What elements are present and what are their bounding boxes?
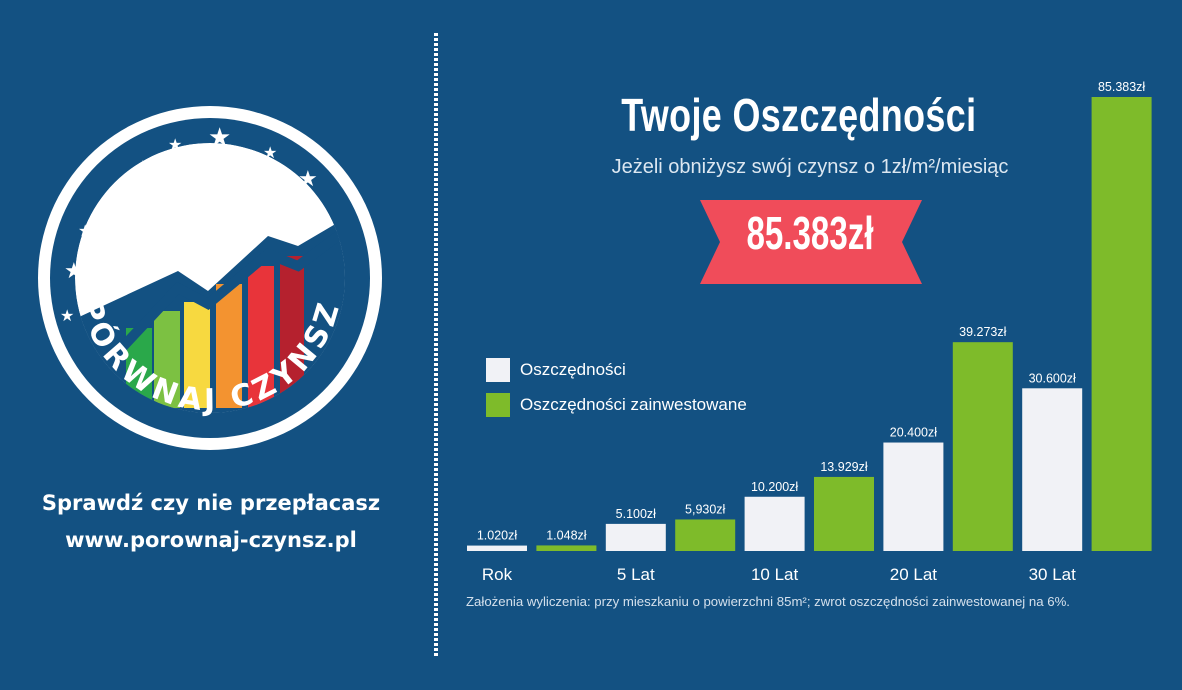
data-label: 85.383zł bbox=[1098, 80, 1145, 94]
bar-invested-4 bbox=[1091, 97, 1152, 551]
x-tick-label: 30 Lat bbox=[1029, 565, 1077, 584]
data-label: 5.100zł bbox=[616, 507, 657, 521]
bar-savings-1 bbox=[605, 523, 666, 551]
bar-savings-2 bbox=[744, 496, 805, 551]
website-link[interactable]: www.porownaj-czynsz.pl bbox=[65, 528, 357, 552]
x-tick-label: 20 Lat bbox=[890, 565, 938, 584]
svg-text:★: ★ bbox=[298, 167, 318, 192]
svg-text:★: ★ bbox=[133, 157, 153, 182]
bar-savings-4 bbox=[1022, 388, 1083, 551]
legend-label-invested: Oszczędności zainwestowane bbox=[520, 395, 747, 414]
bar-savings-3 bbox=[883, 442, 944, 551]
svg-text:★: ★ bbox=[263, 143, 277, 162]
bar-invested-1 bbox=[675, 519, 736, 551]
data-label: 5,930zł bbox=[685, 502, 726, 516]
highlight-value: 85.383zł bbox=[746, 207, 874, 259]
svg-text:★: ★ bbox=[208, 123, 231, 153]
svg-text:★: ★ bbox=[64, 259, 84, 284]
bar-invested-2 bbox=[814, 476, 874, 551]
bar-invested-3 bbox=[952, 342, 1013, 551]
svg-text:★: ★ bbox=[60, 306, 74, 325]
x-tick-label: 10 Lat bbox=[751, 565, 799, 584]
data-label: 1.048zł bbox=[546, 528, 587, 542]
tagline: Sprawdź czy nie przepłacasz bbox=[41, 491, 381, 515]
x-tick-label: 5 Lat bbox=[617, 565, 655, 584]
dashed-divider bbox=[434, 33, 438, 658]
page-title: Twoje Oszczędności bbox=[621, 89, 977, 141]
legend-swatch-savings bbox=[486, 358, 510, 382]
data-label: 10.200zł bbox=[751, 480, 798, 494]
highlight-ribbon bbox=[700, 200, 922, 284]
bar-invested-0 bbox=[536, 545, 597, 551]
data-label: 13.929zł bbox=[820, 460, 867, 474]
x-tick-label: Rok bbox=[482, 565, 513, 584]
svg-text:★: ★ bbox=[168, 135, 182, 154]
legend-swatch-invested bbox=[486, 393, 510, 417]
footnote: Założenia wyliczenia: przy mieszkaniu o … bbox=[466, 594, 1070, 609]
porownaj-czynsz-logo: ★ ★ ★ ★ ★ ★ ★ ★ ★ PÓRWNAJ CZYNSZ bbox=[38, 106, 382, 450]
data-label: 1.020zł bbox=[477, 529, 518, 543]
data-label: 20.400zł bbox=[890, 426, 937, 440]
svg-text:★: ★ bbox=[108, 197, 128, 222]
data-label: 39.273zł bbox=[959, 325, 1006, 339]
page-subtitle: Jeżeli obniżysz swój czynsz o 1zł/m²/mie… bbox=[611, 156, 1009, 178]
data-label: 30.600zł bbox=[1029, 371, 1076, 385]
legend-label-savings: Oszczędności bbox=[520, 360, 626, 379]
bar-savings-0 bbox=[467, 545, 527, 551]
svg-text:★: ★ bbox=[78, 221, 92, 240]
